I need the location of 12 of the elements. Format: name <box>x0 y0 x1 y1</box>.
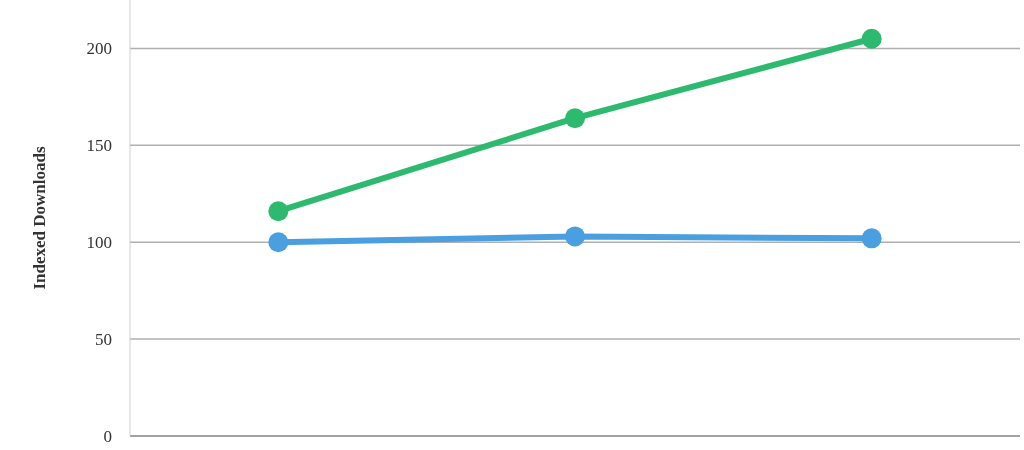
y-tick-label: 0 <box>103 426 112 446</box>
point <box>268 232 289 253</box>
y-tick-label: 50 <box>95 330 112 350</box>
y-axis-title: Indexed Downloads <box>30 146 49 290</box>
y-tick-label: 150 <box>86 136 112 156</box>
point <box>565 108 585 129</box>
point <box>861 28 882 49</box>
point <box>268 201 289 222</box>
y-tick-label: 200 <box>86 39 112 59</box>
y-tick-label: 100 <box>86 233 112 253</box>
point <box>861 228 882 249</box>
point <box>565 226 585 247</box>
